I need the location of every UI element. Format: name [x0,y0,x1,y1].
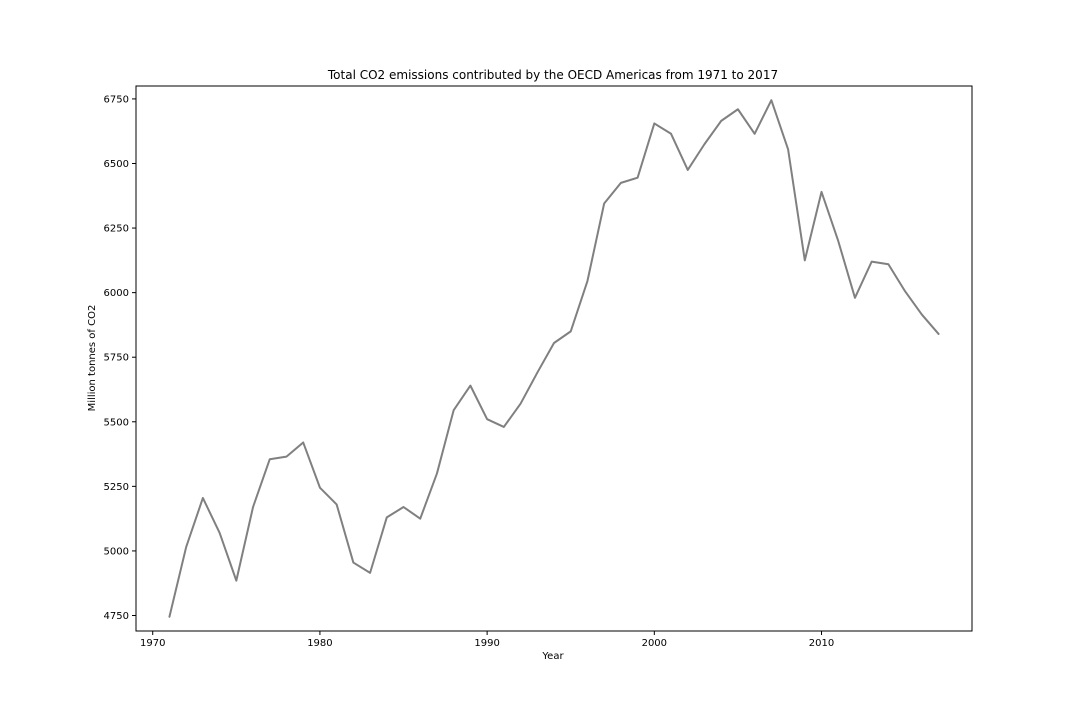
x-tick-label: 2010 [809,638,834,649]
x-tick-label: 1970 [140,638,165,649]
y-tick-label: 5250 [104,482,129,493]
y-tick-label: 6750 [104,94,129,105]
y-tick-label: 5500 [104,417,129,428]
chart-title: Total CO2 emissions contributed by the O… [327,68,778,82]
y-tick-label: 4750 [104,611,129,622]
series-line-0 [168,99,940,618]
y-tick-label: 6500 [104,159,129,170]
y-tick-label: 6250 [104,224,129,235]
plot-frame [135,85,973,632]
x-axis: 1970 1980 1990 2000 2010 [140,631,834,649]
y-axis-label: Million tonnes of CO2 [87,305,98,412]
y-tick-label: 6000 [104,288,129,299]
x-axis-label: Year [541,651,564,662]
x-tick-label: 2000 [642,638,667,649]
x-tick-label: 1990 [474,638,499,649]
plot-area [168,99,940,618]
y-axis: 4750 5000 5250 5500 5750 6000 6250 6500 6750 [104,94,136,622]
x-tick-label: 1980 [307,638,332,649]
y-tick-label: 5750 [104,353,129,364]
y-tick-label: 5000 [104,546,129,557]
